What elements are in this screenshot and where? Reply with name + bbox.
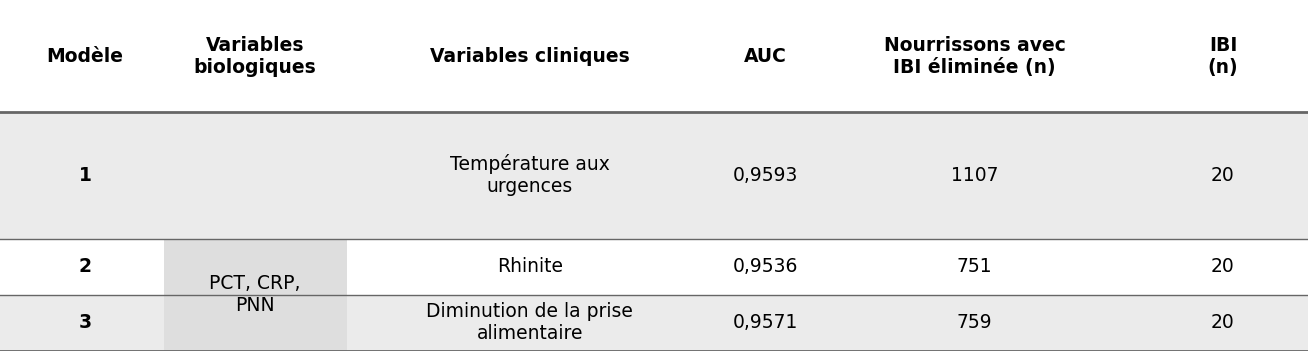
Text: 0,9536: 0,9536 <box>732 257 798 276</box>
Bar <box>0 295 1308 351</box>
Text: 3: 3 <box>78 313 92 332</box>
Text: 2: 2 <box>78 257 92 276</box>
Text: Température aux
urgences: Température aux urgences <box>450 154 610 197</box>
Text: IBI
(n): IBI (n) <box>1207 36 1239 77</box>
Text: 1107: 1107 <box>951 166 998 185</box>
Text: 0,9593: 0,9593 <box>732 166 798 185</box>
Text: PCT, CRP,
PNN: PCT, CRP, PNN <box>209 274 301 315</box>
Text: Modèle: Modèle <box>47 47 123 66</box>
Bar <box>164 239 347 351</box>
Text: Nourrissons avec
IBI éliminée (n): Nourrissons avec IBI éliminée (n) <box>883 36 1066 77</box>
Text: Variables
biologiques: Variables biologiques <box>194 36 317 77</box>
Bar <box>0 112 1308 239</box>
Bar <box>0 239 1308 295</box>
Text: 20: 20 <box>1211 313 1235 332</box>
Text: 759: 759 <box>956 313 993 332</box>
Text: 1: 1 <box>78 166 92 185</box>
Bar <box>0 0 1308 112</box>
Text: 751: 751 <box>956 257 993 276</box>
Text: 20: 20 <box>1211 166 1235 185</box>
Text: Diminution de la prise
alimentaire: Diminution de la prise alimentaire <box>426 303 633 343</box>
Text: Rhinite: Rhinite <box>497 257 562 276</box>
Text: 0,9571: 0,9571 <box>732 313 798 332</box>
Text: 20: 20 <box>1211 257 1235 276</box>
Text: Variables cliniques: Variables cliniques <box>430 47 629 66</box>
Text: AUC: AUC <box>744 47 786 66</box>
